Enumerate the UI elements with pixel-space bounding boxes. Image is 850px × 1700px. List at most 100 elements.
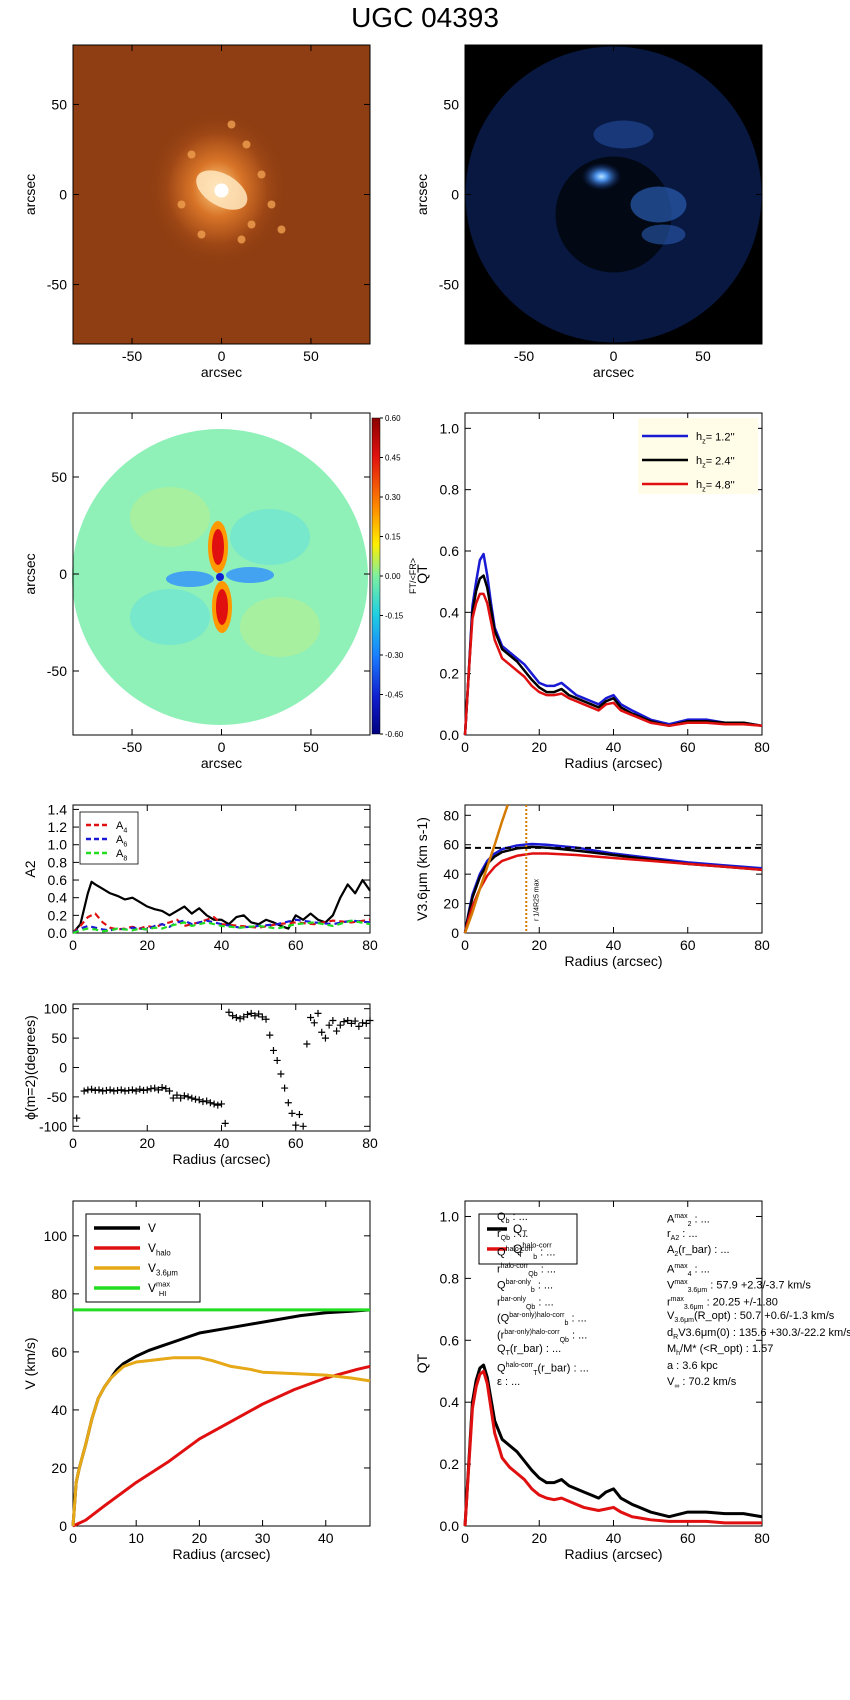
legend-label: hz= 1.2'' (696, 431, 735, 445)
y-tick-label: 20 (51, 1460, 67, 1476)
info-sub: b (505, 1218, 510, 1226)
phase-point (206, 1099, 214, 1107)
y-tick-label: 0.4 (440, 1394, 460, 1410)
x-tick-label: 50 (303, 348, 319, 364)
residual-arm (641, 224, 686, 245)
star-forming-knot (247, 220, 256, 229)
y-tick-label: 0 (451, 187, 459, 203)
phase-point (88, 1085, 96, 1093)
star-forming-knot (257, 170, 266, 179)
bar-parameters-list: Qb : ... rQb : ... Qhalo-corrb : ... rhalo-… (497, 1209, 589, 1391)
y-tick-label: 20 (443, 896, 459, 912)
info-value: : ... (537, 1246, 556, 1259)
series-line (72, 1364, 371, 1528)
legend-label: QT (513, 1222, 527, 1239)
colorbar-tick-label: -0.15 (385, 612, 404, 621)
colorbar-tick-label: 0.60 (385, 414, 401, 423)
x-tick-label: 40 (606, 937, 622, 953)
phase-point (295, 1111, 303, 1119)
info-sub: b (530, 1286, 535, 1294)
force-lobe-blue (166, 571, 214, 587)
info-value: (R_opt) : 50.7 +0.6/-1.3 km/s (693, 1310, 835, 1322)
x-tick-label: 40 (606, 739, 622, 755)
series-line (463, 804, 509, 934)
y-tick-label: 50 (51, 1030, 67, 1046)
x-tick-label: 0 (461, 1530, 469, 1546)
x-tick-label: 20 (531, 739, 547, 755)
force-lobe-red (212, 529, 224, 565)
info-symbol: a (667, 1359, 674, 1372)
y-tick-label: 0.8 (48, 854, 68, 870)
phase-point (154, 1086, 162, 1094)
y-tick-label: 0.8 (440, 482, 460, 498)
y-axis-label: A2 (22, 860, 38, 877)
info-sub: A2 (670, 1234, 680, 1242)
info-sub: Qb (500, 1234, 511, 1242)
phase-point (169, 1094, 177, 1102)
info-symbol: r (667, 1296, 671, 1309)
phase-point (106, 1086, 114, 1094)
y-tick-label: 100 (44, 1228, 68, 1244)
phase-point (355, 1022, 363, 1030)
y-tick-label: 1.0 (440, 1208, 460, 1224)
phase-point (310, 1019, 318, 1027)
info-row: rQb : ... (497, 1226, 589, 1243)
phase-point (218, 1100, 225, 1108)
info-value: : 70.2 km/s (679, 1376, 737, 1388)
legend-label: Vmax HI (148, 1280, 170, 1299)
legend-label: V3.6μm (148, 1261, 178, 1278)
star-forming-knot (242, 140, 251, 149)
legend-box (478, 1213, 578, 1265)
info-row: Amax2 : ... (667, 1209, 850, 1228)
rotation-parameters-list: Amax2 : ... rA2 : ... A2(r_bar) : ... Amax4… (667, 1209, 850, 1391)
info-row: ε : ... (497, 1374, 589, 1391)
info-symbol: V (667, 1310, 675, 1322)
info-symbol: V (667, 1376, 675, 1388)
x-tick-label: 30 (255, 1530, 271, 1546)
info-sub: T (533, 1369, 538, 1377)
y-axis-label: arcsec (414, 174, 430, 215)
info-symbol: A (667, 1213, 675, 1226)
info-sup: bar-only (505, 1279, 531, 1286)
colorbar-tick-label: 0.45 (385, 454, 401, 463)
info-symbol: r (497, 1263, 501, 1276)
x-tick-label: -50 (122, 348, 142, 364)
force-patch (130, 487, 210, 547)
x-tick-label: 60 (680, 739, 696, 755)
phase-point (273, 1056, 281, 1064)
x-tick-label: 50 (303, 739, 319, 755)
info-sub: 4 (687, 1270, 692, 1278)
legend-label: Qhalo-corr T (513, 1241, 552, 1260)
phase-point (203, 1097, 211, 1105)
phase-point (184, 1093, 192, 1101)
legend-label: hz= 2.4'' (696, 455, 735, 469)
panel-v-decomp: 0 10 20 30 40 0 20 40 60 80 100 Radius (arcsec) V (k… (22, 1200, 371, 1562)
y-tick-label: -50 (47, 277, 67, 293)
info-sub: Qb (528, 1270, 538, 1278)
phase-point (255, 1010, 263, 1018)
star-forming-knot (177, 200, 186, 209)
info-symbol: Q (497, 1211, 506, 1223)
phase-point (362, 1019, 370, 1027)
y-tick-label: 50 (51, 469, 67, 485)
phase-point (180, 1092, 188, 1100)
panel-residual-image: -50 0 50 -50 0 50 arcsec arcsec (414, 44, 763, 380)
phase-point (188, 1094, 196, 1102)
panel-ir-image: -50 0 50 -50 0 50 arcsec arcsec (22, 44, 371, 380)
panel-force-ratio-map: -50 0 50 -50 0 50 arcsec arcsec 0.60 0.45 0.30 0.15… (22, 412, 418, 771)
x-tick-label: 0 (69, 1135, 77, 1151)
info-row: Qhalo-corrT(r_bar) : ... (497, 1358, 589, 1377)
info-symbol: (Q (497, 1312, 510, 1325)
phase-point (347, 1019, 355, 1027)
y-axis-label: QT (414, 564, 430, 584)
x-axis-label: Radius (arcsec) (564, 953, 662, 969)
info-value: : 57.9 +2.3/-3.7 km/s (707, 1279, 811, 1292)
info-row: dRV3.6μm(0) : 135.6 +30.3/-22.2 km/s/kpc (667, 1325, 850, 1342)
info-symbol: Q (497, 1343, 506, 1355)
info-value: (r_bar) : ... (537, 1362, 589, 1375)
info-sup: max (670, 1295, 684, 1303)
x-axis-label: arcsec (593, 364, 634, 380)
x-axis-label: Radius (arcsec) (564, 755, 662, 771)
info-value: : ... (679, 1227, 698, 1240)
force-center (216, 573, 224, 581)
